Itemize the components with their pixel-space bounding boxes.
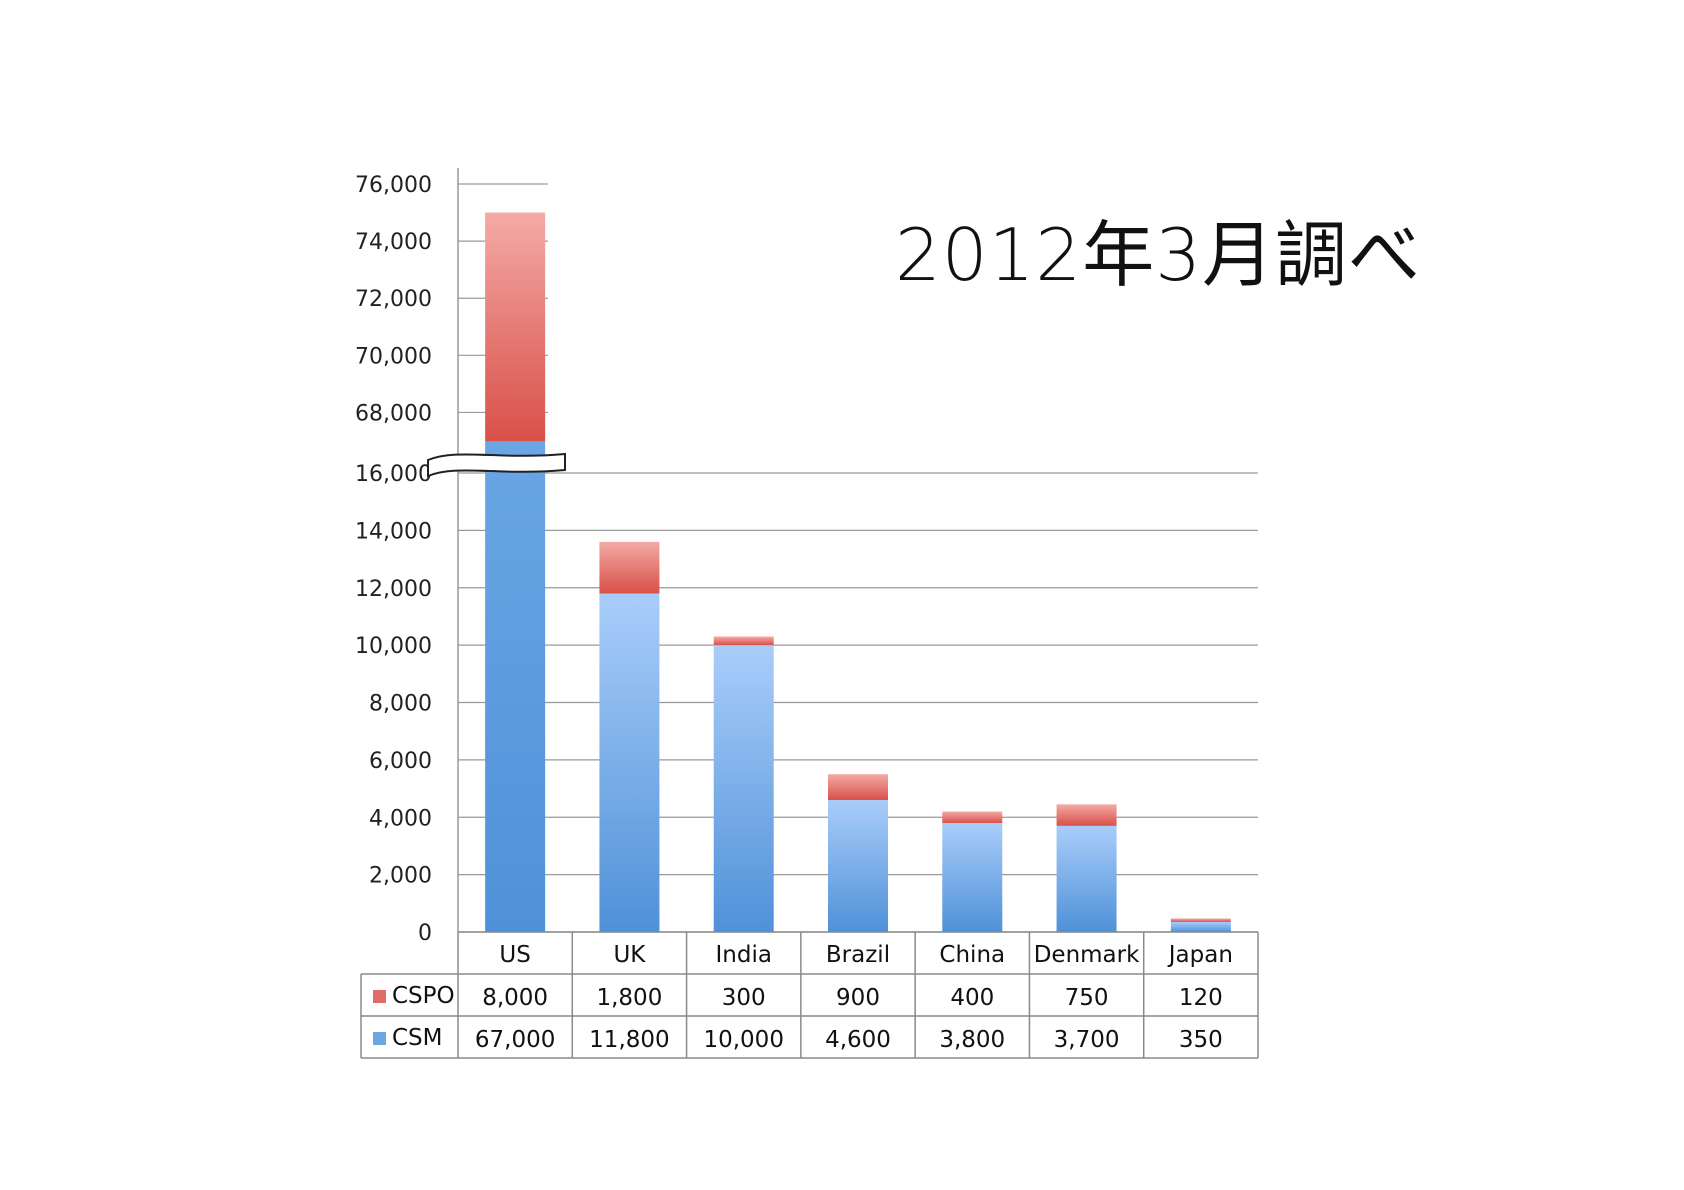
table-cell-cspo: 1,800 bbox=[596, 985, 662, 1011]
x-category-label: Japan bbox=[1167, 942, 1233, 968]
table-cell-cspo: 120 bbox=[1179, 985, 1223, 1011]
legend-label-csm: CSM bbox=[392, 1025, 443, 1051]
y-tick-label: 74,000 bbox=[355, 230, 432, 255]
table-cell-csm: 3,800 bbox=[939, 1027, 1005, 1053]
bar-cspo-uk bbox=[599, 541, 660, 594]
y-tick-label: 70,000 bbox=[355, 344, 432, 369]
y-tick-label: 4,000 bbox=[369, 806, 432, 831]
y-tick-label: 68,000 bbox=[355, 401, 432, 426]
x-category-label: UK bbox=[613, 942, 646, 968]
bar-csm-us bbox=[485, 441, 546, 932]
legend-swatch-cspo bbox=[373, 990, 386, 1003]
bar-cspo-japan bbox=[1170, 918, 1231, 922]
y-tick-label: 16,000 bbox=[355, 462, 432, 487]
table-cell-cspo: 8,000 bbox=[482, 985, 548, 1011]
bar-cspo-us bbox=[485, 212, 546, 441]
bar-cspo-denmark bbox=[1056, 804, 1117, 826]
table-cell-cspo: 900 bbox=[836, 985, 880, 1011]
bar-csm-japan bbox=[1170, 921, 1231, 932]
table-cell-csm: 3,700 bbox=[1054, 1027, 1120, 1053]
y-tick-label: 6,000 bbox=[369, 749, 432, 774]
legend-swatch-csm bbox=[373, 1032, 386, 1045]
table-cell-csm: 10,000 bbox=[703, 1027, 783, 1053]
axis-break-symbol bbox=[427, 452, 566, 478]
bar-csm-china bbox=[942, 822, 1003, 932]
bar-csm-india bbox=[713, 645, 774, 932]
table-cell-csm: 67,000 bbox=[475, 1027, 555, 1053]
x-category-label: China bbox=[939, 942, 1005, 968]
table-cell-cspo: 400 bbox=[950, 985, 994, 1011]
x-category-label: India bbox=[715, 942, 771, 968]
y-tick-label: 0 bbox=[418, 921, 432, 946]
table-cell-csm: 11,800 bbox=[589, 1027, 669, 1053]
bar-csm-uk bbox=[599, 593, 660, 932]
y-tick-label: 12,000 bbox=[355, 577, 432, 602]
legend-label-cspo: CSPO bbox=[392, 983, 455, 1009]
x-category-label: US bbox=[499, 942, 530, 968]
bar-cspo-brazil bbox=[828, 774, 888, 801]
survey-date-annotation: 2012年3月調べ bbox=[895, 213, 1422, 297]
y-tick-label: 2,000 bbox=[369, 864, 432, 889]
x-category-label: Denmark bbox=[1034, 942, 1140, 968]
table-cell-csm: 4,600 bbox=[825, 1027, 891, 1053]
y-tick-label: 76,000 bbox=[355, 173, 432, 198]
x-category-label: Brazil bbox=[826, 942, 890, 968]
table-cell-cspo: 300 bbox=[722, 985, 766, 1011]
bar-csm-denmark bbox=[1056, 825, 1117, 932]
bar-cspo-india bbox=[713, 636, 774, 646]
bar-cspo-china bbox=[942, 811, 1003, 823]
y-tick-label: 14,000 bbox=[355, 519, 432, 544]
bar-csm-brazil bbox=[828, 800, 888, 932]
table-cell-csm: 350 bbox=[1179, 1027, 1223, 1053]
table-cell-cspo: 750 bbox=[1065, 985, 1109, 1011]
y-tick-label: 10,000 bbox=[355, 634, 432, 659]
y-tick-label: 72,000 bbox=[355, 287, 432, 312]
y-tick-label: 8,000 bbox=[369, 692, 432, 717]
